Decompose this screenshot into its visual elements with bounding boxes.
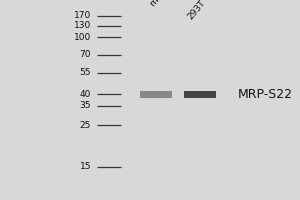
FancyBboxPatch shape	[184, 91, 216, 98]
Text: mouse-brain: mouse-brain	[148, 0, 191, 8]
Text: 40: 40	[80, 90, 91, 99]
Text: 170: 170	[74, 11, 91, 20]
Text: 15: 15	[80, 162, 91, 171]
Text: 55: 55	[80, 68, 91, 77]
Text: 293T: 293T	[186, 0, 207, 22]
Text: 130: 130	[74, 21, 91, 30]
Text: 35: 35	[80, 101, 91, 110]
Text: 70: 70	[80, 50, 91, 59]
Text: 25: 25	[80, 121, 91, 130]
Text: MRP-S22: MRP-S22	[238, 88, 293, 101]
Text: 100: 100	[74, 33, 91, 42]
FancyBboxPatch shape	[140, 91, 172, 98]
